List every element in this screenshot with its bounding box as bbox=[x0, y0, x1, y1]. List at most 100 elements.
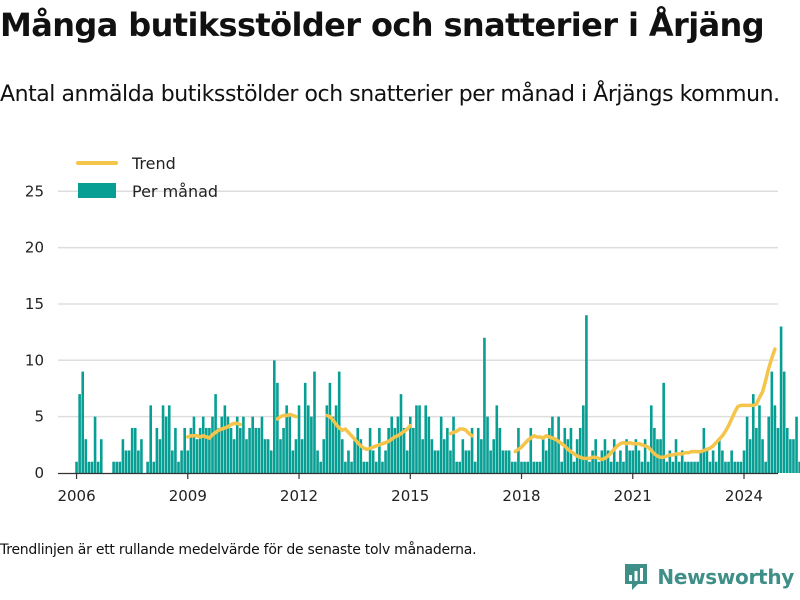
bar bbox=[600, 450, 604, 473]
bar bbox=[785, 427, 789, 473]
newsworthy-logo-icon bbox=[625, 564, 648, 590]
bar bbox=[177, 461, 180, 473]
bar bbox=[118, 461, 122, 473]
bar bbox=[609, 461, 613, 473]
bar bbox=[442, 439, 446, 473]
bar bbox=[198, 427, 202, 473]
bar bbox=[779, 326, 783, 473]
bar bbox=[96, 461, 100, 473]
bar bbox=[560, 461, 563, 473]
bar bbox=[597, 461, 601, 473]
y-tick-label: 20 bbox=[25, 239, 44, 257]
bar bbox=[75, 461, 78, 473]
bar bbox=[612, 439, 616, 473]
bar bbox=[232, 439, 236, 473]
bar bbox=[90, 461, 94, 473]
y-tick-label: 5 bbox=[34, 408, 44, 426]
bar bbox=[680, 450, 684, 473]
bar bbox=[254, 427, 258, 473]
bar bbox=[223, 405, 227, 473]
bar bbox=[189, 427, 193, 473]
bar bbox=[585, 315, 588, 473]
bar bbox=[795, 416, 798, 473]
bar bbox=[782, 371, 786, 473]
bar bbox=[251, 416, 254, 473]
bar bbox=[87, 461, 91, 473]
bar bbox=[683, 461, 687, 473]
bar bbox=[84, 439, 88, 473]
bar bbox=[378, 427, 381, 473]
x-tick-label: 2006 bbox=[57, 487, 95, 505]
bar bbox=[310, 416, 313, 473]
chart-title: Många butiksstölder och snatterier i Årj… bbox=[0, 6, 765, 44]
bar bbox=[501, 450, 505, 473]
bar bbox=[124, 450, 128, 473]
bar bbox=[498, 427, 502, 473]
bar bbox=[690, 461, 693, 473]
bar bbox=[266, 439, 270, 473]
bar bbox=[316, 450, 319, 473]
bar bbox=[495, 405, 499, 473]
legend-trend-label: Trend bbox=[131, 154, 176, 173]
bar bbox=[374, 461, 378, 473]
trend-segment bbox=[513, 347, 777, 462]
bar bbox=[205, 427, 208, 473]
bar bbox=[381, 461, 384, 473]
legend-bar-swatch bbox=[78, 183, 116, 198]
bar bbox=[279, 439, 282, 473]
bar bbox=[492, 439, 496, 473]
bar bbox=[776, 427, 780, 473]
bar bbox=[711, 450, 715, 473]
y-tick-label: 15 bbox=[25, 295, 44, 313]
bar bbox=[696, 461, 699, 473]
bar bbox=[350, 461, 353, 473]
brand-logo[interactable]: Newsworthy bbox=[623, 562, 794, 592]
bar bbox=[461, 439, 465, 473]
bar bbox=[115, 461, 119, 473]
bar bbox=[529, 427, 533, 473]
bar bbox=[662, 382, 665, 473]
bar bbox=[180, 450, 183, 473]
bar bbox=[337, 371, 341, 473]
bar bbox=[273, 360, 276, 473]
bar bbox=[93, 416, 97, 473]
bar bbox=[285, 405, 288, 473]
bar bbox=[368, 427, 372, 473]
bar bbox=[319, 461, 322, 473]
x-tick-label: 2012 bbox=[280, 487, 318, 505]
bar bbox=[282, 427, 285, 473]
y-tick-label: 10 bbox=[25, 351, 44, 369]
bar bbox=[724, 461, 727, 473]
bar bbox=[78, 394, 81, 473]
bar bbox=[625, 439, 628, 473]
bar bbox=[646, 461, 650, 473]
bar bbox=[773, 405, 777, 473]
bar bbox=[510, 461, 514, 473]
bar bbox=[514, 461, 517, 473]
trend-line bbox=[186, 347, 777, 462]
bar bbox=[532, 461, 536, 473]
bar bbox=[578, 427, 582, 473]
bar bbox=[736, 461, 740, 473]
trend-segment bbox=[186, 421, 243, 440]
grid-lines bbox=[58, 190, 778, 418]
bar bbox=[121, 439, 125, 473]
bar bbox=[300, 439, 304, 473]
bar bbox=[208, 427, 211, 473]
bar bbox=[353, 439, 356, 473]
bar bbox=[789, 439, 792, 473]
bar bbox=[158, 439, 162, 473]
bar bbox=[603, 439, 607, 473]
bar bbox=[770, 371, 774, 473]
bar bbox=[242, 416, 245, 473]
bar bbox=[674, 439, 678, 473]
bar bbox=[717, 439, 721, 473]
bar bbox=[211, 416, 214, 473]
bar bbox=[721, 450, 724, 473]
y-tick-label: 0 bbox=[34, 464, 44, 482]
y-axis-ticks: 0 5 10 15 20 25 bbox=[25, 182, 44, 482]
bar bbox=[276, 382, 279, 473]
bar bbox=[480, 439, 483, 473]
bar bbox=[146, 461, 149, 473]
bar bbox=[588, 461, 591, 473]
